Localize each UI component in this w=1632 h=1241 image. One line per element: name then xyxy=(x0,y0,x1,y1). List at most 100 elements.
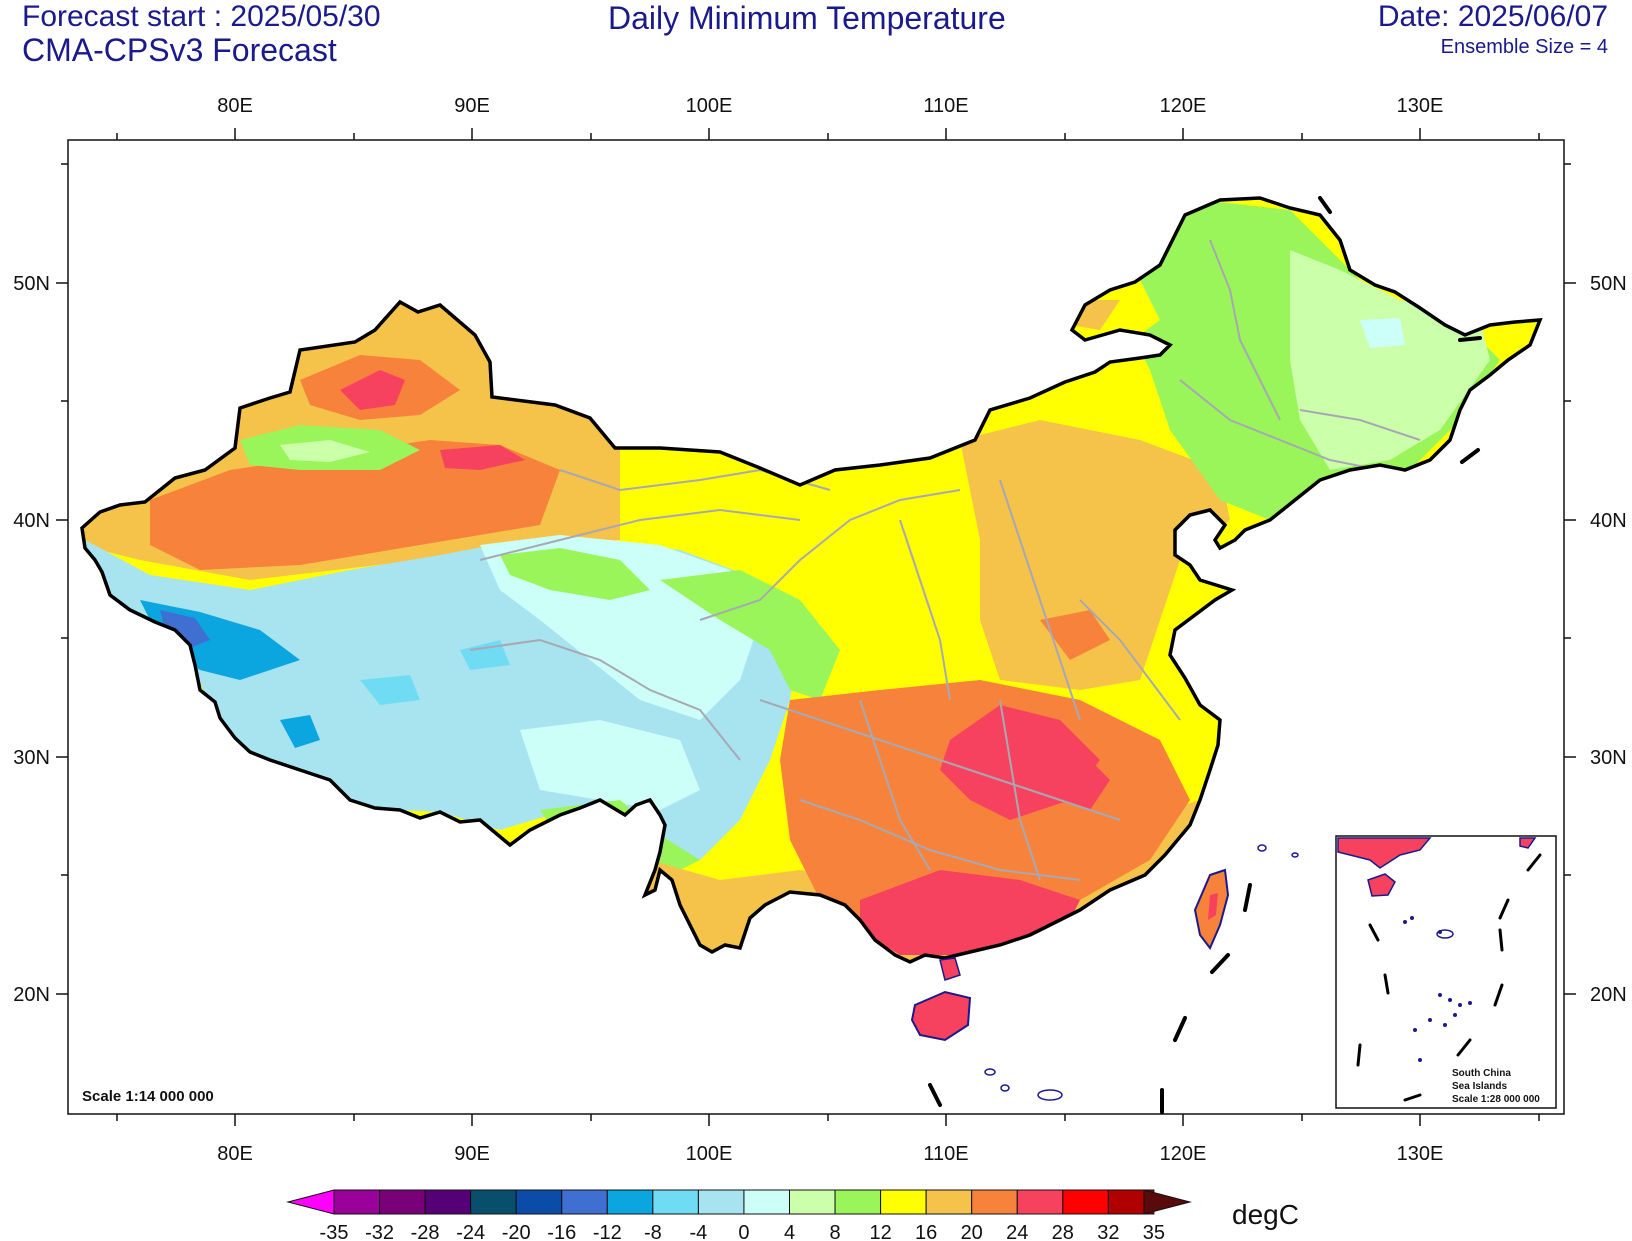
leizhou-peninsula xyxy=(939,957,961,981)
colorbar-label: 8 xyxy=(829,1222,840,1241)
maritime-dashes xyxy=(928,196,1482,1114)
lon-label-top-100E: 100E xyxy=(686,95,733,117)
colorbar-labels: -35 -32 -28 -24 -20 -16 -12 -8 -4 0 4 8 12 16 20 24 28 32… xyxy=(320,1222,1165,1241)
colorbar-label: 4 xyxy=(784,1222,795,1241)
boundary-line xyxy=(1079,599,1181,721)
taiwan-warm-spot xyxy=(1208,893,1218,920)
dash xyxy=(928,1083,942,1107)
lat-label-right-20N: 20N xyxy=(1590,984,1627,1006)
island xyxy=(1291,852,1299,858)
boundary-line xyxy=(999,699,1041,881)
island xyxy=(1257,844,1267,852)
dash xyxy=(1243,883,1252,912)
lon-label-bottom-100E: 100E xyxy=(686,1143,733,1165)
dash xyxy=(1383,973,1390,995)
island xyxy=(1458,1003,1462,1007)
island xyxy=(1438,993,1442,997)
map-scale-label: Scale 1:14 000 000 xyxy=(82,1088,214,1105)
boundary-line xyxy=(469,638,741,761)
boundary-line xyxy=(899,519,951,701)
dash xyxy=(1526,853,1542,872)
island xyxy=(1403,920,1407,924)
boundary-line xyxy=(759,699,1121,821)
island xyxy=(1448,998,1452,1002)
colorbar-label: 0 xyxy=(738,1222,749,1241)
inset-mainland xyxy=(1337,837,1432,869)
colorbar-box xyxy=(333,1189,381,1215)
dash xyxy=(1498,898,1510,920)
field-tibet-spot-minus8 xyxy=(360,675,420,705)
colorbar-label: -12 xyxy=(593,1222,622,1241)
colorbar-label: 12 xyxy=(869,1222,891,1241)
field-qaidam-8-12 xyxy=(500,548,650,600)
lon-label-top-110E: 110E xyxy=(923,95,968,117)
field-tarim-20-24 xyxy=(150,440,560,570)
island xyxy=(1037,1089,1063,1101)
lon-label-bottom-120E: 120E xyxy=(1160,1143,1207,1165)
island xyxy=(1418,1058,1422,1062)
island xyxy=(1468,1001,1472,1005)
dash xyxy=(1498,928,1504,952)
lon-label-bottom-80E: 80E xyxy=(217,1143,253,1165)
colorbar-label: 35 xyxy=(1143,1222,1165,1241)
tick-marks xyxy=(56,128,1576,1126)
field-northeast-0-4 xyxy=(1360,318,1405,348)
lat-label-left-40N: 40N xyxy=(13,510,50,532)
forecast-start-label: Forecast start : 2025/05/30 xyxy=(22,0,381,33)
dash xyxy=(1403,1093,1422,1102)
boundary-line xyxy=(1179,379,1381,471)
lon-label-top-80E: 80E xyxy=(217,95,253,117)
island xyxy=(1413,1028,1417,1032)
lon-label-top-130E: 130E xyxy=(1397,95,1444,117)
colorbar-label: -20 xyxy=(502,1222,531,1241)
boundary-line xyxy=(479,508,801,561)
inset-label-line-2: Sea Islands xyxy=(1452,1081,1507,1092)
colorbar-label: -35 xyxy=(320,1222,349,1241)
field-huang-huai-20-24 xyxy=(1040,610,1110,660)
colorbar-right-triangle xyxy=(1143,1189,1192,1215)
field-tianshan-4-8 xyxy=(280,440,370,462)
boundary-line xyxy=(859,699,931,871)
colorbar-label: -16 xyxy=(547,1222,576,1241)
colorbar-label: 28 xyxy=(1052,1222,1074,1241)
dash xyxy=(1356,1043,1362,1067)
inset-dashes xyxy=(1356,853,1542,1102)
dash xyxy=(1210,953,1230,974)
field-northeast-4-8 xyxy=(1290,250,1490,470)
colorbar-box xyxy=(1062,1189,1109,1215)
colorbar-box xyxy=(880,1189,927,1215)
colorbar-box xyxy=(789,1189,836,1215)
field-junggar-24-28 xyxy=(340,370,405,410)
dash xyxy=(1460,448,1480,464)
lon-label-top-120E: 120E xyxy=(1160,95,1207,117)
colorbar-unit: degC xyxy=(1232,1199,1299,1230)
colorbar-label: -24 xyxy=(456,1222,485,1241)
lat-label-right-40N: 40N xyxy=(1590,510,1627,532)
lon-label-top-90E: 90E xyxy=(454,95,490,117)
field-hexi-8-12 xyxy=(660,570,840,700)
colorbar-box xyxy=(515,1189,563,1215)
colorbar-box xyxy=(834,1189,882,1215)
colorbar-box xyxy=(379,1189,426,1215)
boundary-line xyxy=(1209,239,1281,421)
colorbar-box xyxy=(925,1189,973,1215)
inset-frame xyxy=(1335,835,1557,1109)
colorbar-box xyxy=(470,1189,517,1215)
inset-taiwan xyxy=(1519,837,1537,849)
dash xyxy=(1456,1038,1472,1057)
field-jiangxi-24-28 xyxy=(1040,750,1110,810)
island xyxy=(1428,1018,1432,1022)
map-title: Daily Minimum Temperature xyxy=(608,0,1006,36)
colorbar: -35 -32 -28 -24 -20 -16 -12 -8 -4 0 4 8 12 16 20 24 28 32… xyxy=(286,1189,1299,1241)
field-tibet-spot-minus12 xyxy=(280,715,320,748)
inset-map: South China Sea Islands Scale 1:28 000 0… xyxy=(1335,835,1557,1109)
colorbar-boxes xyxy=(333,1189,1155,1215)
dash xyxy=(1173,1016,1187,1042)
dash xyxy=(1368,923,1380,942)
dash xyxy=(1318,196,1332,214)
inset-hainan xyxy=(1367,873,1396,897)
island xyxy=(1410,916,1414,920)
colorbar-label: -8 xyxy=(644,1222,662,1241)
model-label: CMA-CPSv3 Forecast xyxy=(22,32,337,68)
